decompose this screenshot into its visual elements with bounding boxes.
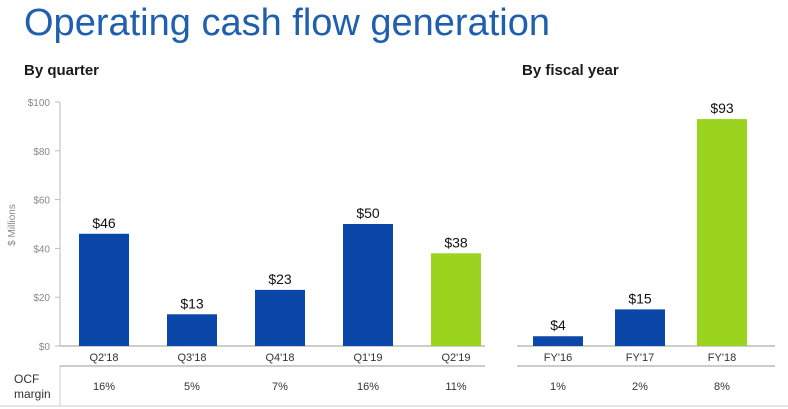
fiscal-ocf-margin-value: 8% (714, 381, 730, 393)
fiscal-category-label: FY'17 (626, 352, 654, 364)
y-tick-label: $100 (28, 98, 51, 109)
quarter-chart-subtitle: By quarter (24, 62, 100, 79)
y-tick-label: $40 (33, 244, 50, 255)
y-axis-label: $ Millions (7, 204, 18, 246)
quarter-category-label: Q2'19 (441, 352, 470, 364)
fiscal-year-chart-subtitle: By fiscal year (522, 62, 619, 79)
quarter-category-label: Q2'18 (89, 352, 118, 364)
quarter-bar (431, 253, 481, 346)
y-tick-label: $60 (33, 196, 50, 207)
quarter-data-label: $46 (92, 215, 116, 231)
fiscal-category-label: FY'18 (708, 352, 736, 364)
quarter-data-label: $38 (444, 234, 468, 250)
quarter-bar (255, 289, 305, 346)
y-tick-label: $0 (39, 342, 51, 353)
page-title: Operating cash flow generation (24, 2, 550, 44)
quarter-bar (343, 224, 393, 346)
ocf-margin-label: OCF margin (14, 372, 58, 402)
quarter-category-label: Q4'18 (265, 352, 294, 364)
fiscal-ocf-margin-value: 1% (550, 381, 566, 393)
ocf-margin-label-line-2: margin (14, 387, 51, 401)
quarter-bar (79, 233, 129, 346)
quarter-ocf-margin-value: 7% (272, 381, 288, 393)
quarter-data-label: $23 (268, 271, 292, 287)
quarter-ocf-margin-value: 16% (93, 381, 115, 393)
quarter-category-label: Q3'18 (177, 352, 206, 364)
quarter-data-label: $50 (356, 205, 380, 221)
y-tick-label: $20 (33, 293, 50, 304)
fiscal-data-label: $4 (550, 317, 566, 333)
fiscal-bar (533, 336, 583, 346)
fiscal-category-label: FY'16 (544, 352, 572, 364)
quarter-data-label: $13 (180, 295, 204, 311)
fiscal-bar (697, 119, 747, 346)
fiscal-bar (615, 309, 665, 346)
ocf-margin-label-line-1: OCF (14, 372, 40, 386)
fiscal-ocf-margin-value: 2% (632, 381, 648, 393)
fiscal-data-label: $93 (710, 100, 734, 116)
quarter-category-label: Q1'19 (353, 352, 382, 364)
quarter-ocf-margin-value: 16% (357, 381, 379, 393)
quarter-ocf-margin-value: 11% (445, 381, 466, 393)
fiscal-data-label: $15 (628, 290, 652, 306)
quarter-ocf-margin-value: 5% (184, 381, 200, 393)
y-tick-label: $80 (33, 147, 50, 158)
quarter-bar (167, 314, 217, 346)
